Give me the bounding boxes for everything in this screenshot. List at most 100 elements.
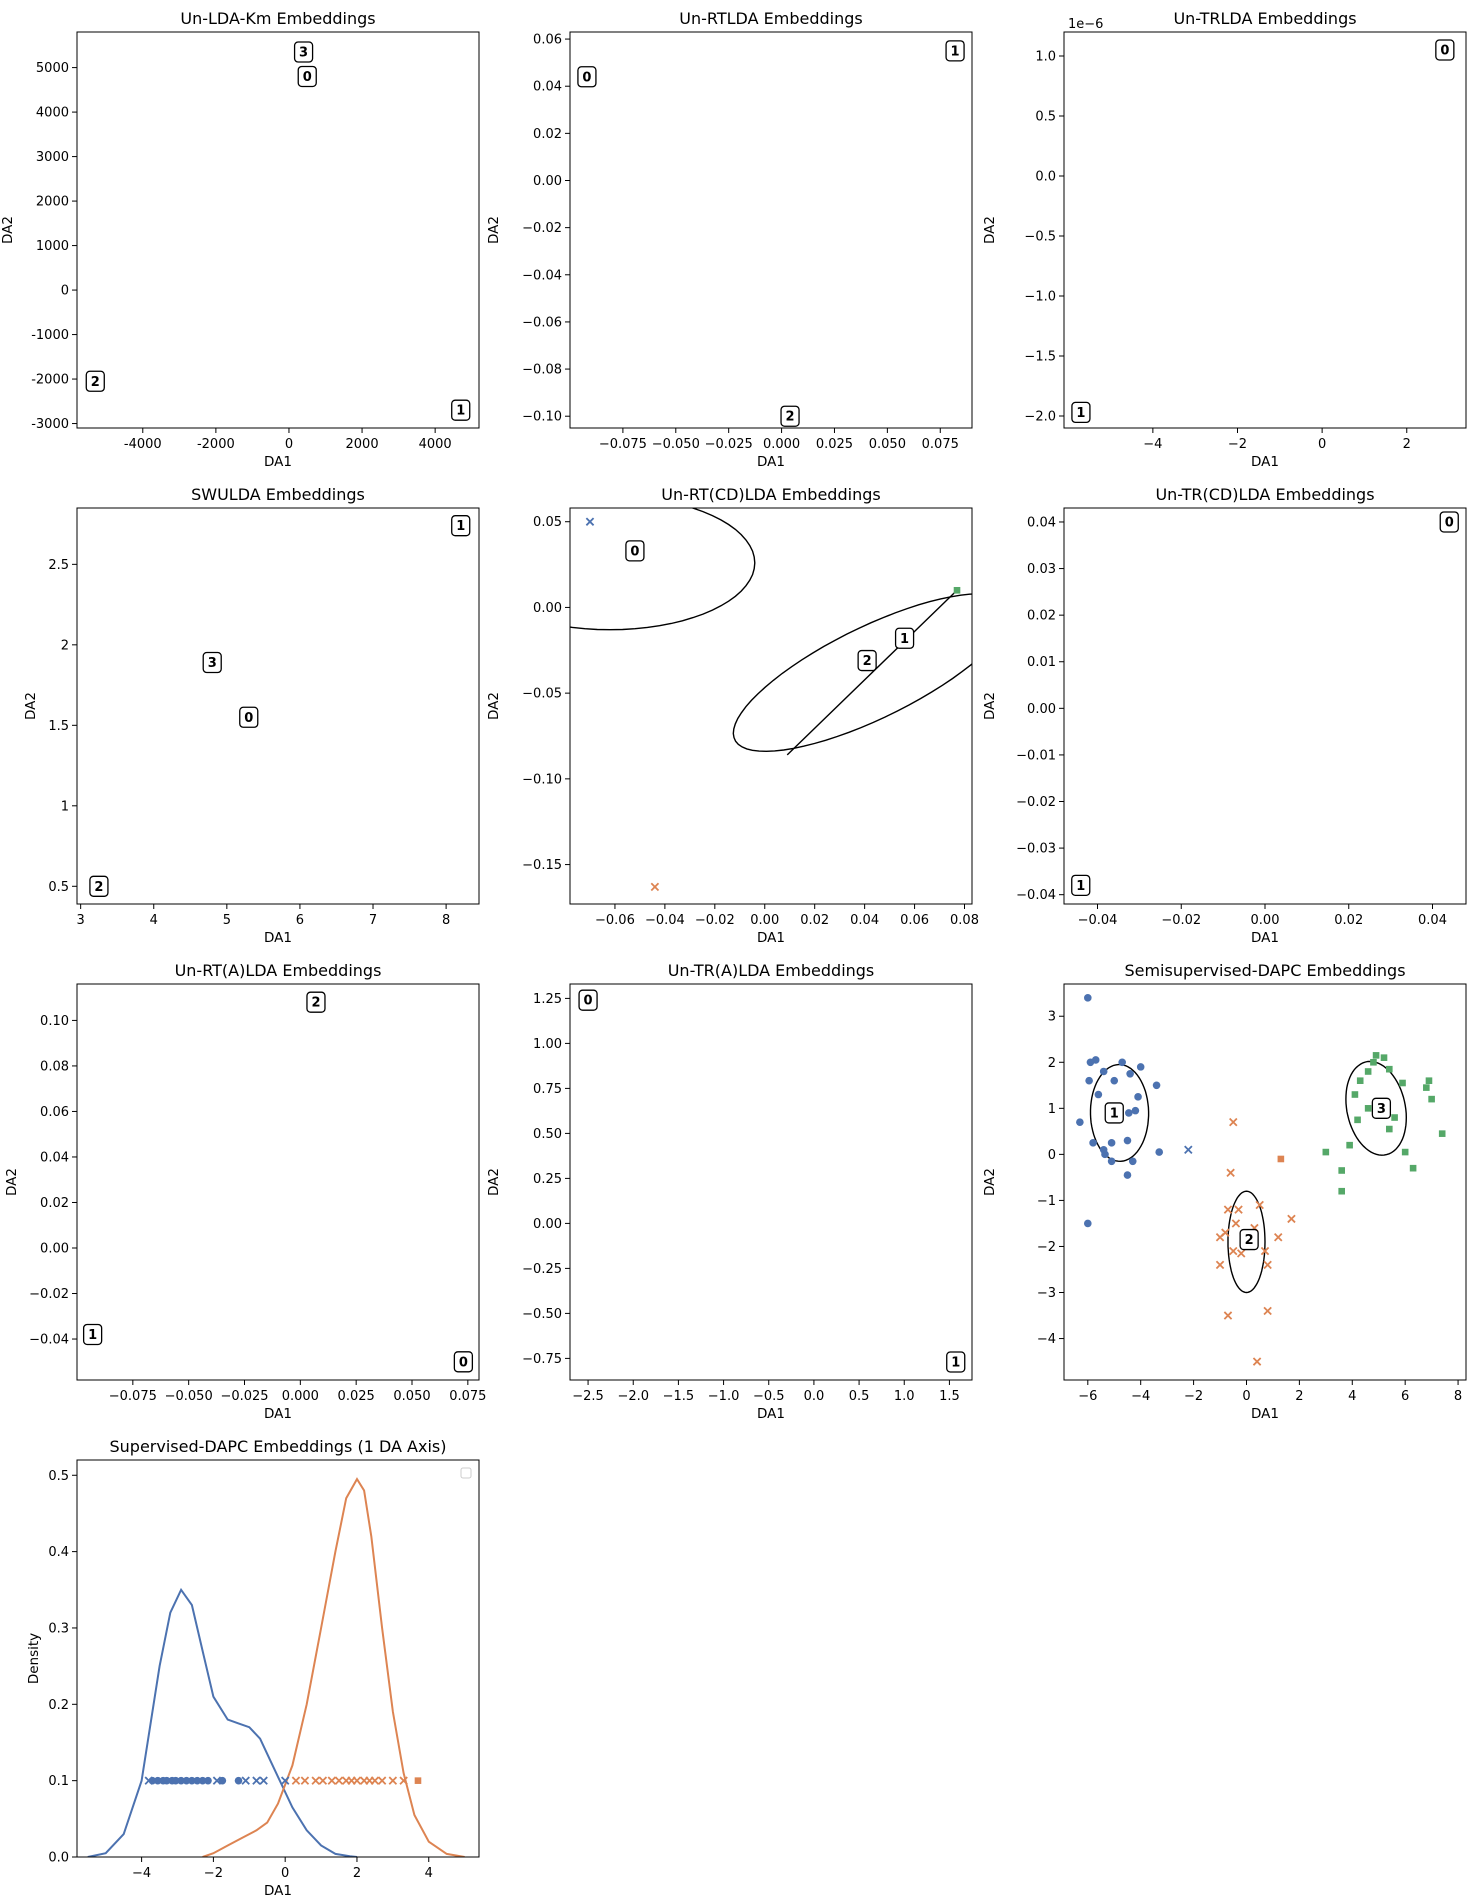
data-point: [1346, 1141, 1353, 1149]
y-tick-label: 0.01: [1027, 655, 1056, 670]
x-tick-label: −2: [1228, 437, 1247, 452]
y-tick-label: −0.06: [522, 315, 562, 330]
data-point: [1338, 1167, 1345, 1174]
cluster-label-text: 1: [951, 44, 960, 59]
y-tick-label: 0.06: [40, 1105, 69, 1120]
rug-point: [280, 1776, 290, 1785]
x-axis-label: DA1: [757, 930, 785, 946]
x-tick-label: 3: [77, 913, 85, 928]
cluster-label-text: 3: [1377, 1102, 1386, 1117]
data-point: [1263, 1260, 1272, 1270]
cluster-label-text: 0: [582, 70, 591, 85]
x-tick-label: −6: [1078, 1389, 1097, 1404]
data-point: [1234, 1205, 1243, 1214]
cluster-label: 0: [625, 540, 645, 562]
cluster-label: 3: [293, 41, 314, 63]
cluster-label: 0: [239, 706, 259, 728]
data-point: [1260, 1246, 1270, 1256]
rug-point: [399, 1776, 408, 1785]
cluster-label-text: 0: [1440, 44, 1449, 59]
data-point: [1351, 1091, 1359, 1098]
rug-point: [171, 1776, 180, 1785]
axis-offset-text: 1e−6: [1068, 17, 1103, 32]
axes-frame: [1063, 983, 1467, 1381]
cluster-label: 2: [780, 405, 800, 427]
y-tick-label: 0.75: [533, 1082, 562, 1097]
data-point: [1386, 1125, 1393, 1133]
cluster-ellipse: [570, 508, 756, 631]
cluster-label-text: 2: [311, 996, 320, 1011]
cluster-label-box: [857, 649, 877, 672]
cluster-label-text: 2: [1245, 1233, 1254, 1248]
data-point: [1107, 1139, 1116, 1147]
y-tick-label: −1.0: [1024, 290, 1056, 305]
y-tick-label: −0.10: [522, 410, 562, 425]
x-tick-label: −2: [204, 1866, 223, 1881]
chart-title: Un-RTLDA Embeddings: [679, 9, 862, 28]
rug-point: [291, 1776, 301, 1785]
cluster-label: 2: [306, 991, 326, 1013]
chart-title: Un-RT(A)LDA Embeddings: [175, 961, 382, 980]
data-point: [1084, 1219, 1092, 1228]
cluster-label-text: 1: [1076, 879, 1085, 894]
x-tick-label: 0.000: [282, 1389, 319, 1404]
y-tick-label: 0: [1048, 1148, 1056, 1163]
y-tick-label: 0.00: [533, 1217, 562, 1232]
x-tick-label: −0.050: [165, 1389, 213, 1404]
x-tick-label: −2.5: [572, 1389, 604, 1404]
data-point: [1364, 1105, 1372, 1112]
y-tick-label: −0.50: [522, 1307, 562, 1322]
data-point: [1118, 1058, 1126, 1067]
density-curve-0: [87, 1587, 358, 1857]
y-tick-label: 0: [61, 284, 69, 299]
cluster-label-text: 1: [88, 1328, 97, 1343]
data-point: [1123, 1136, 1132, 1145]
cluster-label-box: [1104, 1102, 1124, 1124]
data-point: [1223, 1311, 1233, 1320]
y-tick-label: 0.00: [533, 601, 562, 616]
y-tick-label: −0.03: [1016, 842, 1056, 857]
y-tick-label: −0.01: [1016, 748, 1056, 763]
y-tick-label: 2: [1048, 1056, 1056, 1071]
cluster-label-box: [1371, 1097, 1392, 1119]
cluster-label-box: [306, 991, 326, 1013]
x-axis-label: DA1: [264, 1883, 292, 1899]
y-tick-label: −2.0: [1024, 410, 1056, 425]
cluster-label-text: 0: [584, 994, 593, 1009]
y-tick-label: 0.04: [533, 80, 562, 95]
x-tick-label: 8: [442, 913, 450, 928]
data-point: [1076, 1118, 1084, 1126]
x-tick-label: 4: [150, 913, 158, 928]
y-tick-label: −0.02: [1016, 795, 1056, 810]
y-tick-label: 2: [61, 638, 69, 653]
data-point: [1107, 1157, 1116, 1166]
rug-point: [177, 1776, 185, 1785]
cluster-label-box: [239, 706, 259, 728]
plot-area: [1076, 994, 1446, 1366]
data-point: [1221, 1228, 1230, 1237]
x-tick-label: 0.06: [900, 913, 929, 928]
cluster-label: 1: [1104, 1102, 1124, 1124]
cluster-label-box: [1071, 401, 1091, 424]
connector-line: [786, 589, 958, 756]
rug-point: [300, 1776, 310, 1785]
data-point: [1126, 1069, 1134, 1078]
y-tick-label: −1: [1037, 1194, 1056, 1209]
cluster-label-box: [89, 875, 109, 897]
y-tick-label: 2.5: [48, 558, 69, 573]
x-tick-label: 0: [1242, 1389, 1250, 1404]
axes-frame: [569, 31, 973, 429]
x-tick-label: −0.04: [645, 913, 685, 928]
rug-point: [370, 1776, 380, 1785]
data-point: [1184, 1145, 1193, 1155]
x-tick-label: 0.02: [1334, 913, 1363, 928]
cluster-label: 1: [1071, 401, 1091, 424]
y-tick-label: 0.08: [40, 1059, 69, 1074]
rug-point: [212, 1776, 222, 1785]
data-point: [1131, 1106, 1140, 1115]
x-axis-label: DA1: [757, 1406, 785, 1422]
rug-point: [153, 1776, 162, 1785]
cluster-label-text: 0: [459, 1355, 468, 1370]
axes-frame: [76, 1459, 480, 1858]
chart-panel-0: -4000 -2000 0 2000 4000 -3000 -2000 -1000 0 1000 2…: [0, 9, 480, 470]
